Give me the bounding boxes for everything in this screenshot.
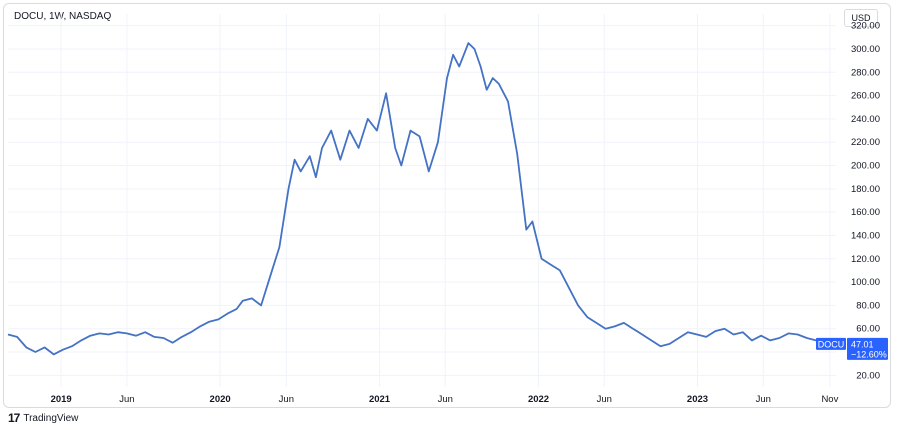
y-tick-label: 180.00 — [851, 184, 880, 195]
last-price-badge[interactable]: DOCU 47.01−12.60% — [816, 337, 888, 360]
y-tick-label: 200.00 — [851, 161, 880, 172]
x-tick-label: Nov — [821, 394, 838, 405]
y-tick-label: 120.00 — [851, 254, 880, 265]
x-tick-label: Jun — [119, 394, 134, 405]
badge-symbol-bg — [816, 337, 846, 350]
badge-value: 47.01 — [851, 339, 874, 349]
x-tick-label: 2023 — [687, 394, 708, 405]
x-tick-label: Jun — [597, 394, 612, 405]
y-tick-label: 160.00 — [851, 207, 880, 218]
y-tick-label: 260.00 — [851, 91, 880, 102]
y-tick-label: 20.00 — [856, 370, 880, 381]
price-series-line — [7, 42, 832, 356]
x-tick-label: 2020 — [210, 394, 231, 405]
x-tick-label: 2021 — [369, 394, 391, 405]
symbol-title[interactable]: DOCU, 1W, NASDAQ — [14, 11, 112, 22]
y-tick-label: 80.00 — [856, 300, 880, 311]
y-tick-label: 240.00 — [851, 114, 880, 125]
y-tick-label: 140.00 — [851, 230, 880, 241]
chart-frame: DOCU, 1W, NASDAQ USD 20.0040.0060.0080.0… — [3, 3, 891, 408]
badge-symbol: DOCU — [818, 339, 845, 349]
y-tick-label: 100.00 — [851, 277, 880, 288]
badge-change: −12.60% — [851, 349, 887, 359]
y-tick-label: 220.00 — [851, 137, 880, 148]
x-tick-label: 2019 — [51, 394, 72, 405]
badge-value-bg — [847, 337, 888, 360]
y-tick-label: 320.00 — [851, 21, 880, 32]
brand-name: TradingView — [23, 412, 79, 424]
currency-button[interactable]: USD — [844, 9, 878, 27]
price-chart[interactable]: 20.0040.0060.0080.00100.00120.00140.0016… — [4, 4, 890, 407]
y-tick-label: 60.00 — [856, 324, 880, 335]
x-tick-label: Jun — [279, 394, 294, 405]
footer[interactable]: 17 TradingView — [8, 411, 78, 425]
y-tick-label: 300.00 — [851, 44, 880, 55]
x-tick-label: 2022 — [528, 394, 549, 405]
x-tick-label: Jun — [756, 394, 771, 405]
tradingview-logo-icon: 17 — [8, 411, 20, 425]
x-tick-label: Jun — [438, 394, 453, 405]
y-tick-label: 280.00 — [851, 67, 880, 78]
